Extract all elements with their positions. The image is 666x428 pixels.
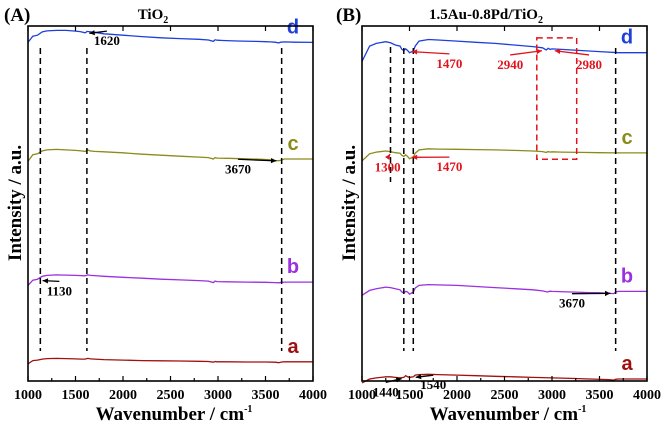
annotation-label-1620-0: 1620: [94, 33, 120, 48]
annotation-label-1130-2: 1130: [47, 283, 72, 298]
panel-a: d c b a 1620 3670 1130 1000 1500 2000 2500 3000 350…: [4, 5, 327, 425]
x-tick-label-1500: 1500: [396, 388, 424, 403]
annotation-arrowhead-1470-4: [411, 154, 418, 160]
annotation-arrow-3670-1: [237, 158, 277, 162]
panel-a-y-axis-label: Intensity / a.u.: [5, 145, 26, 261]
annotation-label-3670-5: 3670: [559, 296, 585, 311]
x-tick-label-1500: 1500: [62, 388, 90, 403]
x-tick-label-2500: 2500: [491, 388, 519, 403]
annotation-arrowhead-3670-5: [605, 290, 611, 297]
annotation-label-2980-2: 2980: [576, 57, 602, 72]
panel-b-x-axis-label: Wavenumber / cm-1: [430, 404, 587, 425]
annotation-arrowhead-1540-7: [415, 374, 422, 380]
series-line-c: [361, 148, 647, 162]
x-tick-label-2000: 2000: [109, 388, 137, 403]
x-tick-label-3000: 3000: [204, 388, 232, 403]
x-tick-label-3500: 3500: [252, 388, 280, 403]
annotation-arrowhead-1620-0: [89, 30, 95, 36]
annotation-arrowhead-2980-2: [554, 48, 561, 54]
annotation-arrowhead-1130-2: [42, 278, 49, 284]
panel-a-frame: [27, 25, 314, 382]
x-tick-label-3000: 3000: [538, 388, 566, 403]
annotation-arrowhead-2940-1: [536, 48, 542, 55]
x-tick-label-2000: 2000: [443, 388, 471, 403]
series-label-b: b: [287, 256, 299, 278]
red-dashed-box: [536, 37, 578, 160]
annotation-arrow-1470-0: [411, 50, 450, 55]
series-label-c: c: [287, 133, 298, 155]
annotation-arrowhead-3670-1: [270, 158, 277, 164]
annotation-label-2940-1: 2940: [497, 57, 523, 72]
panel-a-title: TiO2: [138, 7, 169, 26]
series-line-c: [27, 148, 313, 162]
series-label-c: c: [621, 127, 632, 149]
panel-a-x-ticks: 1000 1500 2000 2500 3000 3500 4000: [14, 26, 327, 403]
series-label-a: a: [621, 353, 633, 375]
panel-b-letter: (B): [336, 5, 361, 26]
panel-b-title: 1.5Au-0.8Pd/TiO2: [429, 7, 543, 26]
panel-a-plot: d c b a 1620 3670 1130: [27, 16, 314, 365]
x-tick-label-2500: 2500: [157, 388, 185, 403]
x-tick-label-1000: 1000: [14, 388, 42, 403]
x-tick-label-4000: 4000: [299, 388, 327, 403]
annotation-label-1470-4: 1470: [436, 159, 462, 174]
panel-b-y-axis-label: Intensity / a.u.: [339, 145, 360, 261]
series-label-d: d: [287, 16, 299, 38]
annotation-label-1300-3: 1300: [375, 160, 401, 175]
annotation-label-1470-0: 1470: [436, 56, 462, 71]
x-tick-label-4000: 4000: [633, 388, 661, 403]
series-label-d: d: [621, 27, 633, 49]
annotation-label-1440-6: 1440: [373, 384, 399, 399]
panel-b-frame: [361, 25, 648, 382]
annotation-arrowhead-1300-3: [385, 154, 391, 160]
panel-b-x-ticks: 1000 1500 2000 2500 3000 3500 4000: [348, 26, 661, 403]
x-tick-label-3500: 3500: [586, 388, 614, 403]
series-line-d: [361, 38, 647, 62]
annotation-arrow-2980-2: [554, 50, 590, 56]
x-tick-label-1000: 1000: [348, 388, 376, 403]
series-line-b: [27, 274, 313, 286]
panel-a-x-axis-label: Wavenumber / cm-1: [96, 404, 253, 425]
annotation-label-3670-1: 3670: [225, 161, 251, 176]
series-line-a: [361, 373, 647, 384]
series-line-a: [27, 357, 313, 365]
series-line-d: [27, 29, 314, 44]
series-label-a: a: [287, 336, 299, 358]
series-label-b: b: [621, 265, 633, 287]
panel-a-letter: (A): [4, 5, 30, 26]
annotation-arrowhead-1470-0: [411, 49, 418, 55]
